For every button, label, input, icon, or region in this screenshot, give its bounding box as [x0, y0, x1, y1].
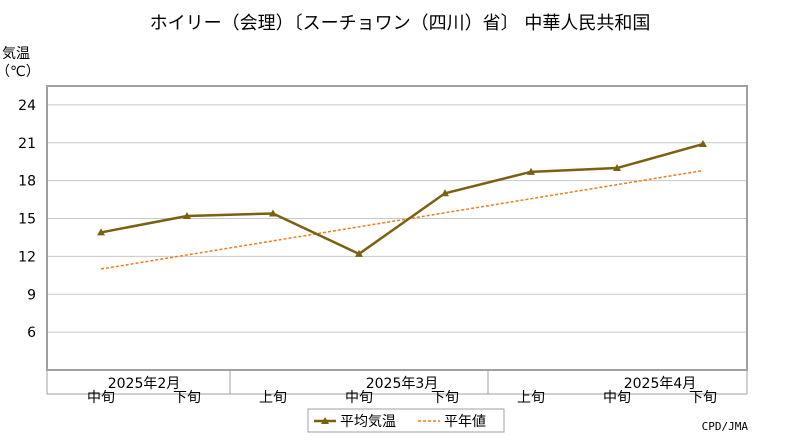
- x-tick-label: 中旬: [345, 390, 373, 406]
- legend-box: [307, 408, 505, 433]
- x-tick-label: 中旬: [603, 390, 631, 406]
- data-point-average: [355, 249, 363, 257]
- y-tick-label: 21: [18, 136, 36, 152]
- y-tick-label: 24: [18, 98, 36, 114]
- data-point-average: [441, 189, 449, 197]
- x-tick-label: 中旬: [87, 390, 115, 406]
- legend-label-average: 平均気温: [340, 414, 396, 430]
- x-tick-label: 下旬: [431, 390, 459, 406]
- legend-marker-average: [321, 417, 329, 424]
- category-band: [46, 369, 748, 395]
- data-point-average: [97, 228, 105, 236]
- x-tick-label: 下旬: [173, 390, 201, 406]
- series-average-line: [100, 142, 704, 256]
- month-label: 2025年4月: [624, 376, 697, 392]
- chart-title: ホイリー（会理）〔スーチョワン（四川）省〕 中華人民共和国: [150, 13, 651, 34]
- x-axis-categories: 中旬 下旬 上旬 中旬 下旬 上旬 中旬 下旬: [87, 390, 717, 406]
- y-tick-label: 9: [27, 287, 36, 303]
- x-tick-label: 下旬: [689, 390, 717, 406]
- month-dividers: [229, 370, 489, 394]
- data-point-average: [269, 209, 277, 217]
- legend: 平均気温 平年値: [307, 408, 505, 433]
- series-layer: [97, 140, 707, 270]
- y-tick-label: 18: [18, 174, 36, 190]
- credit-label: CPD/JMA: [702, 420, 749, 433]
- x-axis-months: 2025年2月 2025年3月 2025年4月: [108, 376, 697, 392]
- data-point-average: [527, 167, 535, 175]
- data-point-average: [699, 140, 707, 148]
- data-point-average: [613, 164, 621, 172]
- y-axis-label: 気温: [2, 46, 30, 62]
- x-tick-label: 上旬: [259, 390, 287, 406]
- data-point-average: [183, 212, 191, 220]
- x-tick-label: 上旬: [517, 390, 545, 406]
- gridlines: [47, 104, 747, 333]
- y-axis-ticks: 6 9 12 15 18 21 24: [18, 98, 36, 341]
- y-tick-label: 15: [18, 212, 36, 228]
- series-normal-line: [100, 169, 704, 270]
- month-label: 2025年3月: [366, 376, 439, 392]
- y-axis-unit: （℃）: [0, 64, 40, 80]
- legend-label-normal: 平年値: [444, 414, 486, 430]
- y-tick-label: 6: [27, 325, 36, 341]
- month-label: 2025年2月: [108, 376, 181, 392]
- y-tick-label: 12: [18, 249, 36, 265]
